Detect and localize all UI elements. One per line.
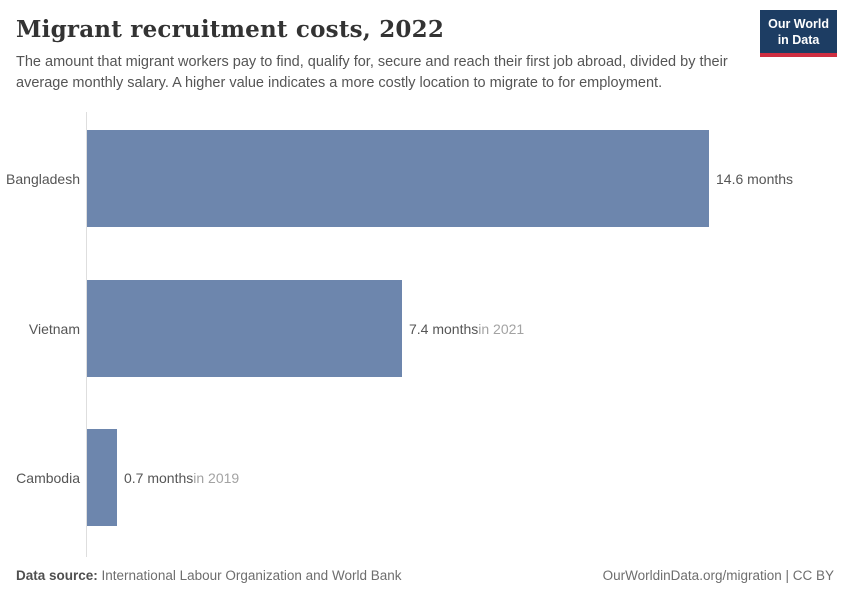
bar-bangladesh[interactable] xyxy=(87,130,709,227)
chart-subtitle: The amount that migrant workers pay to f… xyxy=(16,54,728,92)
bar-row-vietnam: Vietnam 7.4 monthsin 2021 xyxy=(0,280,850,377)
chart-header: Migrant recruitment costs, 2022 The amou… xyxy=(16,16,740,94)
owid-logo: Our World in Data xyxy=(760,10,837,57)
category-label-cambodia: Cambodia xyxy=(16,469,80,486)
year-note: in 2021 xyxy=(478,320,525,337)
value-text: 0.7 months xyxy=(124,469,194,486)
category-label-vietnam: Vietnam xyxy=(28,320,80,337)
value-label-vietnam: 7.4 monthsin 2021 xyxy=(409,321,524,337)
year-note: in 2019 xyxy=(193,469,240,486)
chart-title: Migrant recruitment costs, 2022 xyxy=(16,16,445,43)
owid-logo-line1: Our World xyxy=(768,17,829,31)
data-source-label: Data source: xyxy=(16,568,98,583)
attribution: OurWorldinData.org/migration | CC BY xyxy=(602,568,834,583)
bar-vietnam[interactable] xyxy=(87,280,402,377)
chart-footer: Data source: International Labour Organi… xyxy=(16,568,834,583)
category-label-bangladesh: Bangladesh xyxy=(6,170,80,187)
value-text: 7.4 months xyxy=(409,320,479,337)
bar-chart: Bangladesh 14.6 months Vietnam 7.4 monthsin… xyxy=(0,112,850,557)
value-label-cambodia: 0.7 monthsin 2019 xyxy=(124,470,239,486)
bar-row-bangladesh: Bangladesh 14.6 months xyxy=(0,130,850,227)
bar-row-cambodia: Cambodia 0.7 monthsin 2019 xyxy=(0,429,850,526)
data-source-text: International Labour Organization and Wo… xyxy=(97,568,402,583)
value-label-bangladesh: 14.6 months xyxy=(716,171,793,187)
y-axis-line xyxy=(86,112,87,557)
owid-logo-line2: in Data xyxy=(777,33,820,48)
value-text: 14.6 months xyxy=(716,170,794,187)
bar-cambodia[interactable] xyxy=(87,429,117,526)
data-source: Data source: International Labour Organi… xyxy=(16,568,401,583)
